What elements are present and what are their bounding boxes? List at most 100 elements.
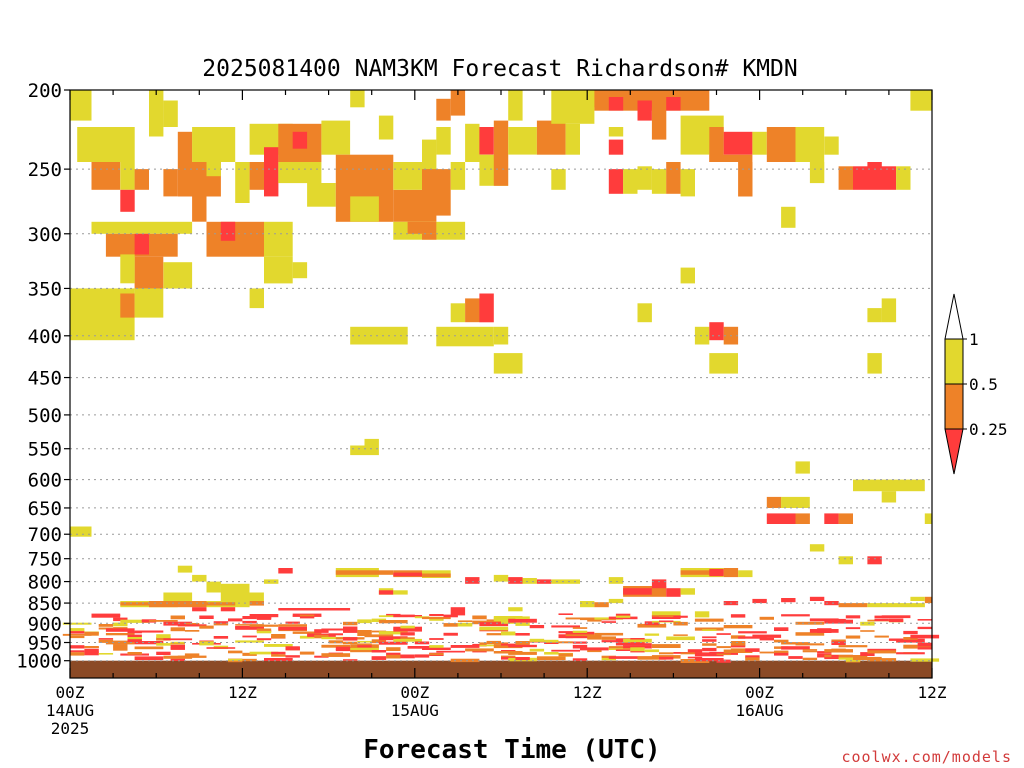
ri-speckle-red [70, 645, 85, 649]
y-tick-label: 200 [28, 80, 62, 102]
ri-speckle-red [565, 636, 595, 639]
ri-speckle-red [601, 621, 616, 623]
ri-cell-red [824, 513, 839, 524]
ri-speckle-yellow [644, 649, 660, 653]
ri-speckle-yellow [608, 648, 638, 650]
ri-speckle-yellow [256, 630, 272, 634]
ri-speckle-orange [472, 615, 487, 620]
ri-speckle-yellow [357, 640, 372, 643]
ri-speckle-red [235, 627, 264, 630]
ri-cell-red [781, 598, 796, 603]
ri-speckle-orange [673, 623, 688, 626]
ri-speckle-orange [694, 627, 724, 631]
ri-speckle-red [393, 615, 422, 618]
ri-speckle-orange [831, 639, 846, 643]
ri-cell-red [637, 100, 652, 121]
y-tick-label: 450 [28, 368, 62, 390]
ri-speckle-orange [637, 623, 667, 628]
ri-cell-yellow [809, 162, 825, 184]
ri-speckle-red [378, 641, 408, 645]
ri-speckle-red [630, 642, 645, 645]
y-tick-label: 650 [28, 498, 62, 520]
ri-speckle-yellow [70, 628, 85, 632]
ri-speckle-orange [371, 639, 387, 644]
ri-speckle-red [824, 619, 853, 624]
ri-cell-orange [422, 573, 451, 578]
ri-speckle-yellow [702, 629, 717, 631]
ri-cell-orange [134, 256, 164, 289]
ri-speckle-red [98, 638, 114, 640]
ri-speckle-orange [357, 643, 372, 646]
y-tick-label: 750 [28, 549, 62, 571]
x-tick-label: 00Z [56, 683, 85, 702]
ri-cell-yellow [278, 162, 322, 184]
ri-speckle-orange [292, 631, 322, 634]
ri-cell-orange [536, 120, 566, 155]
ri-cell-yellow [206, 581, 221, 593]
ri-speckle-orange [378, 620, 408, 624]
ri-speckle-yellow [630, 647, 645, 652]
ri-speckle-red [105, 628, 135, 632]
ri-speckle-yellow [156, 634, 171, 638]
ri-speckle-orange [84, 646, 99, 649]
ri-speckle-orange [845, 635, 861, 639]
ri-speckle-orange [651, 644, 681, 648]
ri-speckle-red [479, 622, 509, 625]
ri-cell-yellow [508, 607, 523, 612]
ri-speckle-red [378, 636, 408, 641]
ri-speckle-red [343, 659, 358, 661]
ri-speckle-yellow [860, 621, 875, 626]
ri-speckle-red [429, 614, 444, 616]
ri-speckle-red [759, 637, 774, 641]
ri-speckle-yellow [350, 647, 379, 652]
ri-speckle-red [615, 649, 631, 651]
ri-speckle-red [896, 638, 925, 643]
ri-speckle-red [501, 643, 516, 646]
y-tick-label: 600 [28, 470, 62, 492]
ri-speckle-orange [343, 641, 358, 645]
ri-cell-red [608, 139, 624, 155]
ri-speckle-orange [242, 652, 257, 656]
ri-cell-yellow [378, 115, 394, 140]
ri-speckle-yellow [515, 616, 530, 619]
ri-speckle-orange [321, 644, 351, 648]
ri-speckle-yellow [429, 645, 444, 649]
ri-speckle-yellow [429, 617, 444, 621]
ri-cell-red [608, 169, 624, 194]
ri-speckle-red [285, 621, 300, 624]
ri-cell-yellow [694, 326, 710, 345]
ri-speckle-yellow [400, 625, 415, 629]
ri-speckle-red [623, 643, 652, 646]
ri-speckle-red [436, 650, 465, 653]
ri-cell-orange [924, 596, 932, 604]
ri-speckle-red [113, 617, 128, 622]
ri-speckle-orange [343, 621, 358, 625]
ri-cell-orange [680, 570, 724, 575]
ri-speckle-yellow [479, 626, 509, 631]
ri-speckle-orange [795, 632, 825, 636]
ri-speckle-orange [723, 649, 753, 653]
ri-cell-orange [335, 570, 394, 575]
ri-speckle-red [242, 620, 257, 624]
ri-cell-orange [149, 601, 207, 608]
pressure-gridlines [70, 168, 932, 662]
ri-speckle-red [687, 656, 703, 659]
ri-speckle-red [450, 645, 480, 648]
ri-speckle-red [917, 642, 932, 647]
ri-speckle-red [687, 649, 703, 653]
y-tick-label: 800 [28, 572, 62, 594]
ri-cell-red [623, 588, 652, 595]
colorbar-bin-yellow [944, 338, 964, 385]
ri-speckle-orange [249, 624, 279, 627]
ri-cell-yellow [292, 262, 308, 279]
ri-cell-red [508, 577, 523, 584]
ri-speckle-red [242, 616, 257, 620]
ri-speckle-yellow [838, 657, 868, 660]
ri-speckle-orange [486, 633, 501, 636]
ri-cell-yellow [694, 611, 710, 618]
ri-cell-yellow [163, 262, 193, 289]
ri-speckle-red [630, 650, 645, 653]
ri-speckle-orange [903, 644, 918, 649]
ri-cell-red [766, 513, 796, 524]
ri-speckle-red [134, 630, 164, 633]
